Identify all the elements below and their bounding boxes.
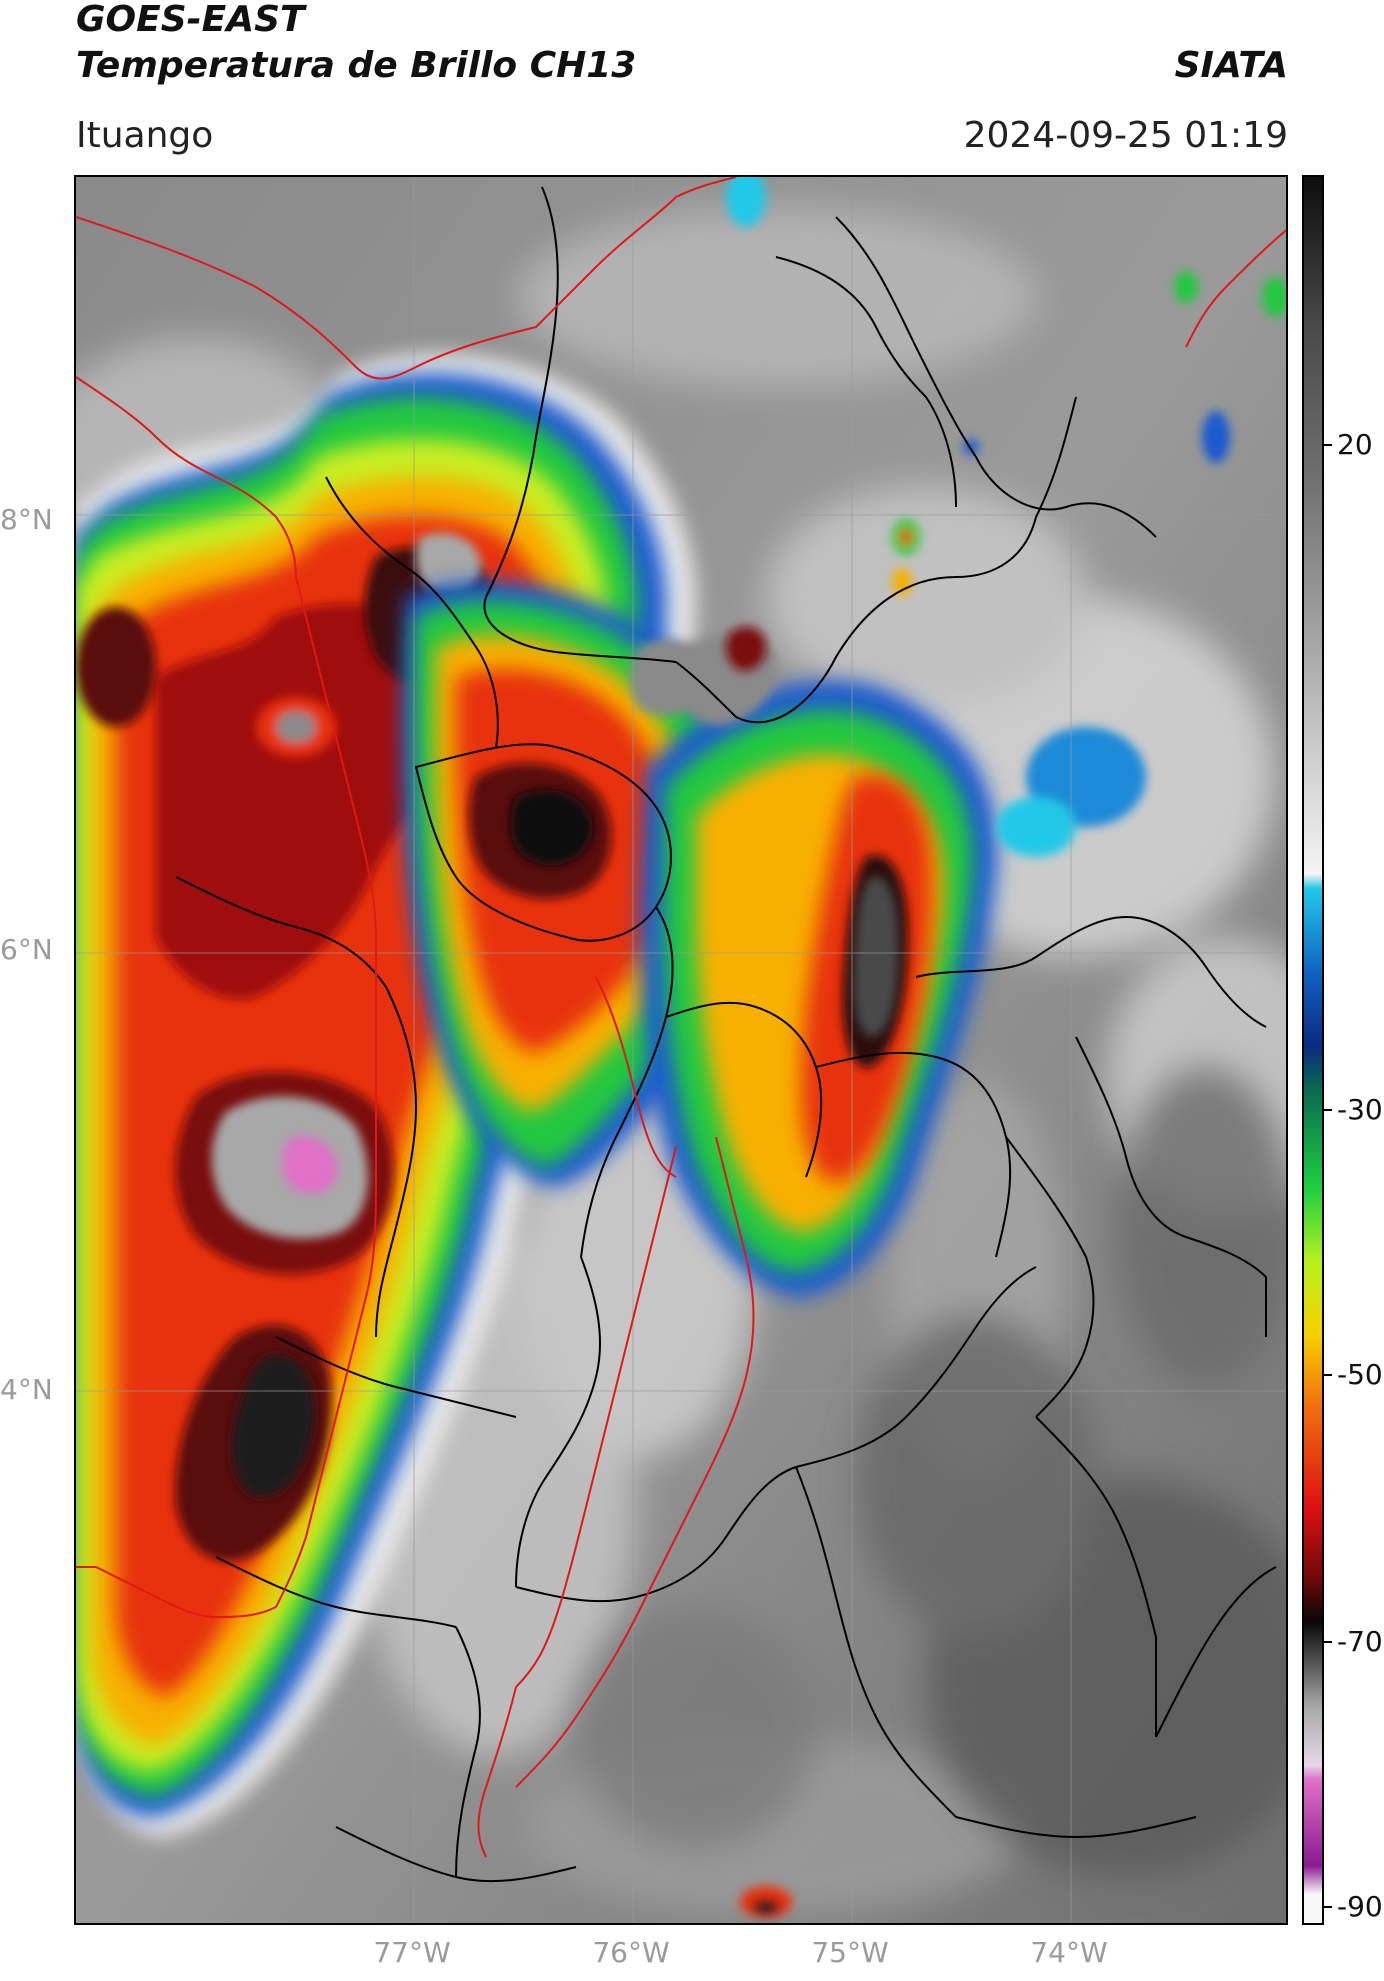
- colorbar-label-20: 20: [1337, 428, 1373, 461]
- colorbar-tick-20: [1324, 444, 1332, 446]
- brand-label: SIATA: [1174, 45, 1288, 86]
- title-line1: GOES-EAST: [76, 0, 305, 40]
- colorbar-tick-minus90: [1324, 1906, 1332, 1908]
- colorbar-tick-minus70: [1324, 1641, 1332, 1643]
- lon-label-75w: 75°W: [811, 1936, 889, 1969]
- small-cells: [76, 177, 1286, 1918]
- title-line2: Temperatura de Brillo CH13: [76, 45, 637, 86]
- country-borders: [76, 177, 1286, 1858]
- map-canvas: [76, 177, 1286, 1923]
- graticule: [76, 177, 1286, 1923]
- colorbar-label-minus70: -70: [1337, 1625, 1383, 1658]
- lat-label-6n: 6°N: [0, 933, 53, 966]
- dark-terrain-layer: [576, 1067, 1286, 1877]
- timestamp-label: 2024-09-25 01:19: [963, 115, 1288, 156]
- colorbar-canvas: [1304, 177, 1322, 1923]
- lon-label-76w: 76°W: [592, 1936, 670, 1969]
- storm-east: [639, 627, 998, 1297]
- colorbar: [1302, 175, 1324, 1925]
- satellite-map: [74, 175, 1288, 1925]
- lon-label-77w: 77°W: [373, 1936, 451, 1969]
- colorbar-label-minus90: -90: [1337, 1890, 1383, 1923]
- colorbar-tick-minus30: [1324, 1109, 1332, 1111]
- colorbar-label-minus30: -30: [1337, 1093, 1383, 1126]
- lat-label-8n: 8°N: [0, 503, 53, 536]
- colorbar-label-minus50: -50: [1337, 1358, 1383, 1391]
- colorbar-tick-minus50: [1324, 1374, 1332, 1376]
- colorbar-gradient: [1304, 177, 1322, 1923]
- lat-label-4n: 4°N: [0, 1373, 53, 1406]
- region-label: Ituango: [76, 115, 214, 156]
- lon-label-74w: 74°W: [1030, 1936, 1108, 1969]
- department-borders: [175, 186, 1277, 1883]
